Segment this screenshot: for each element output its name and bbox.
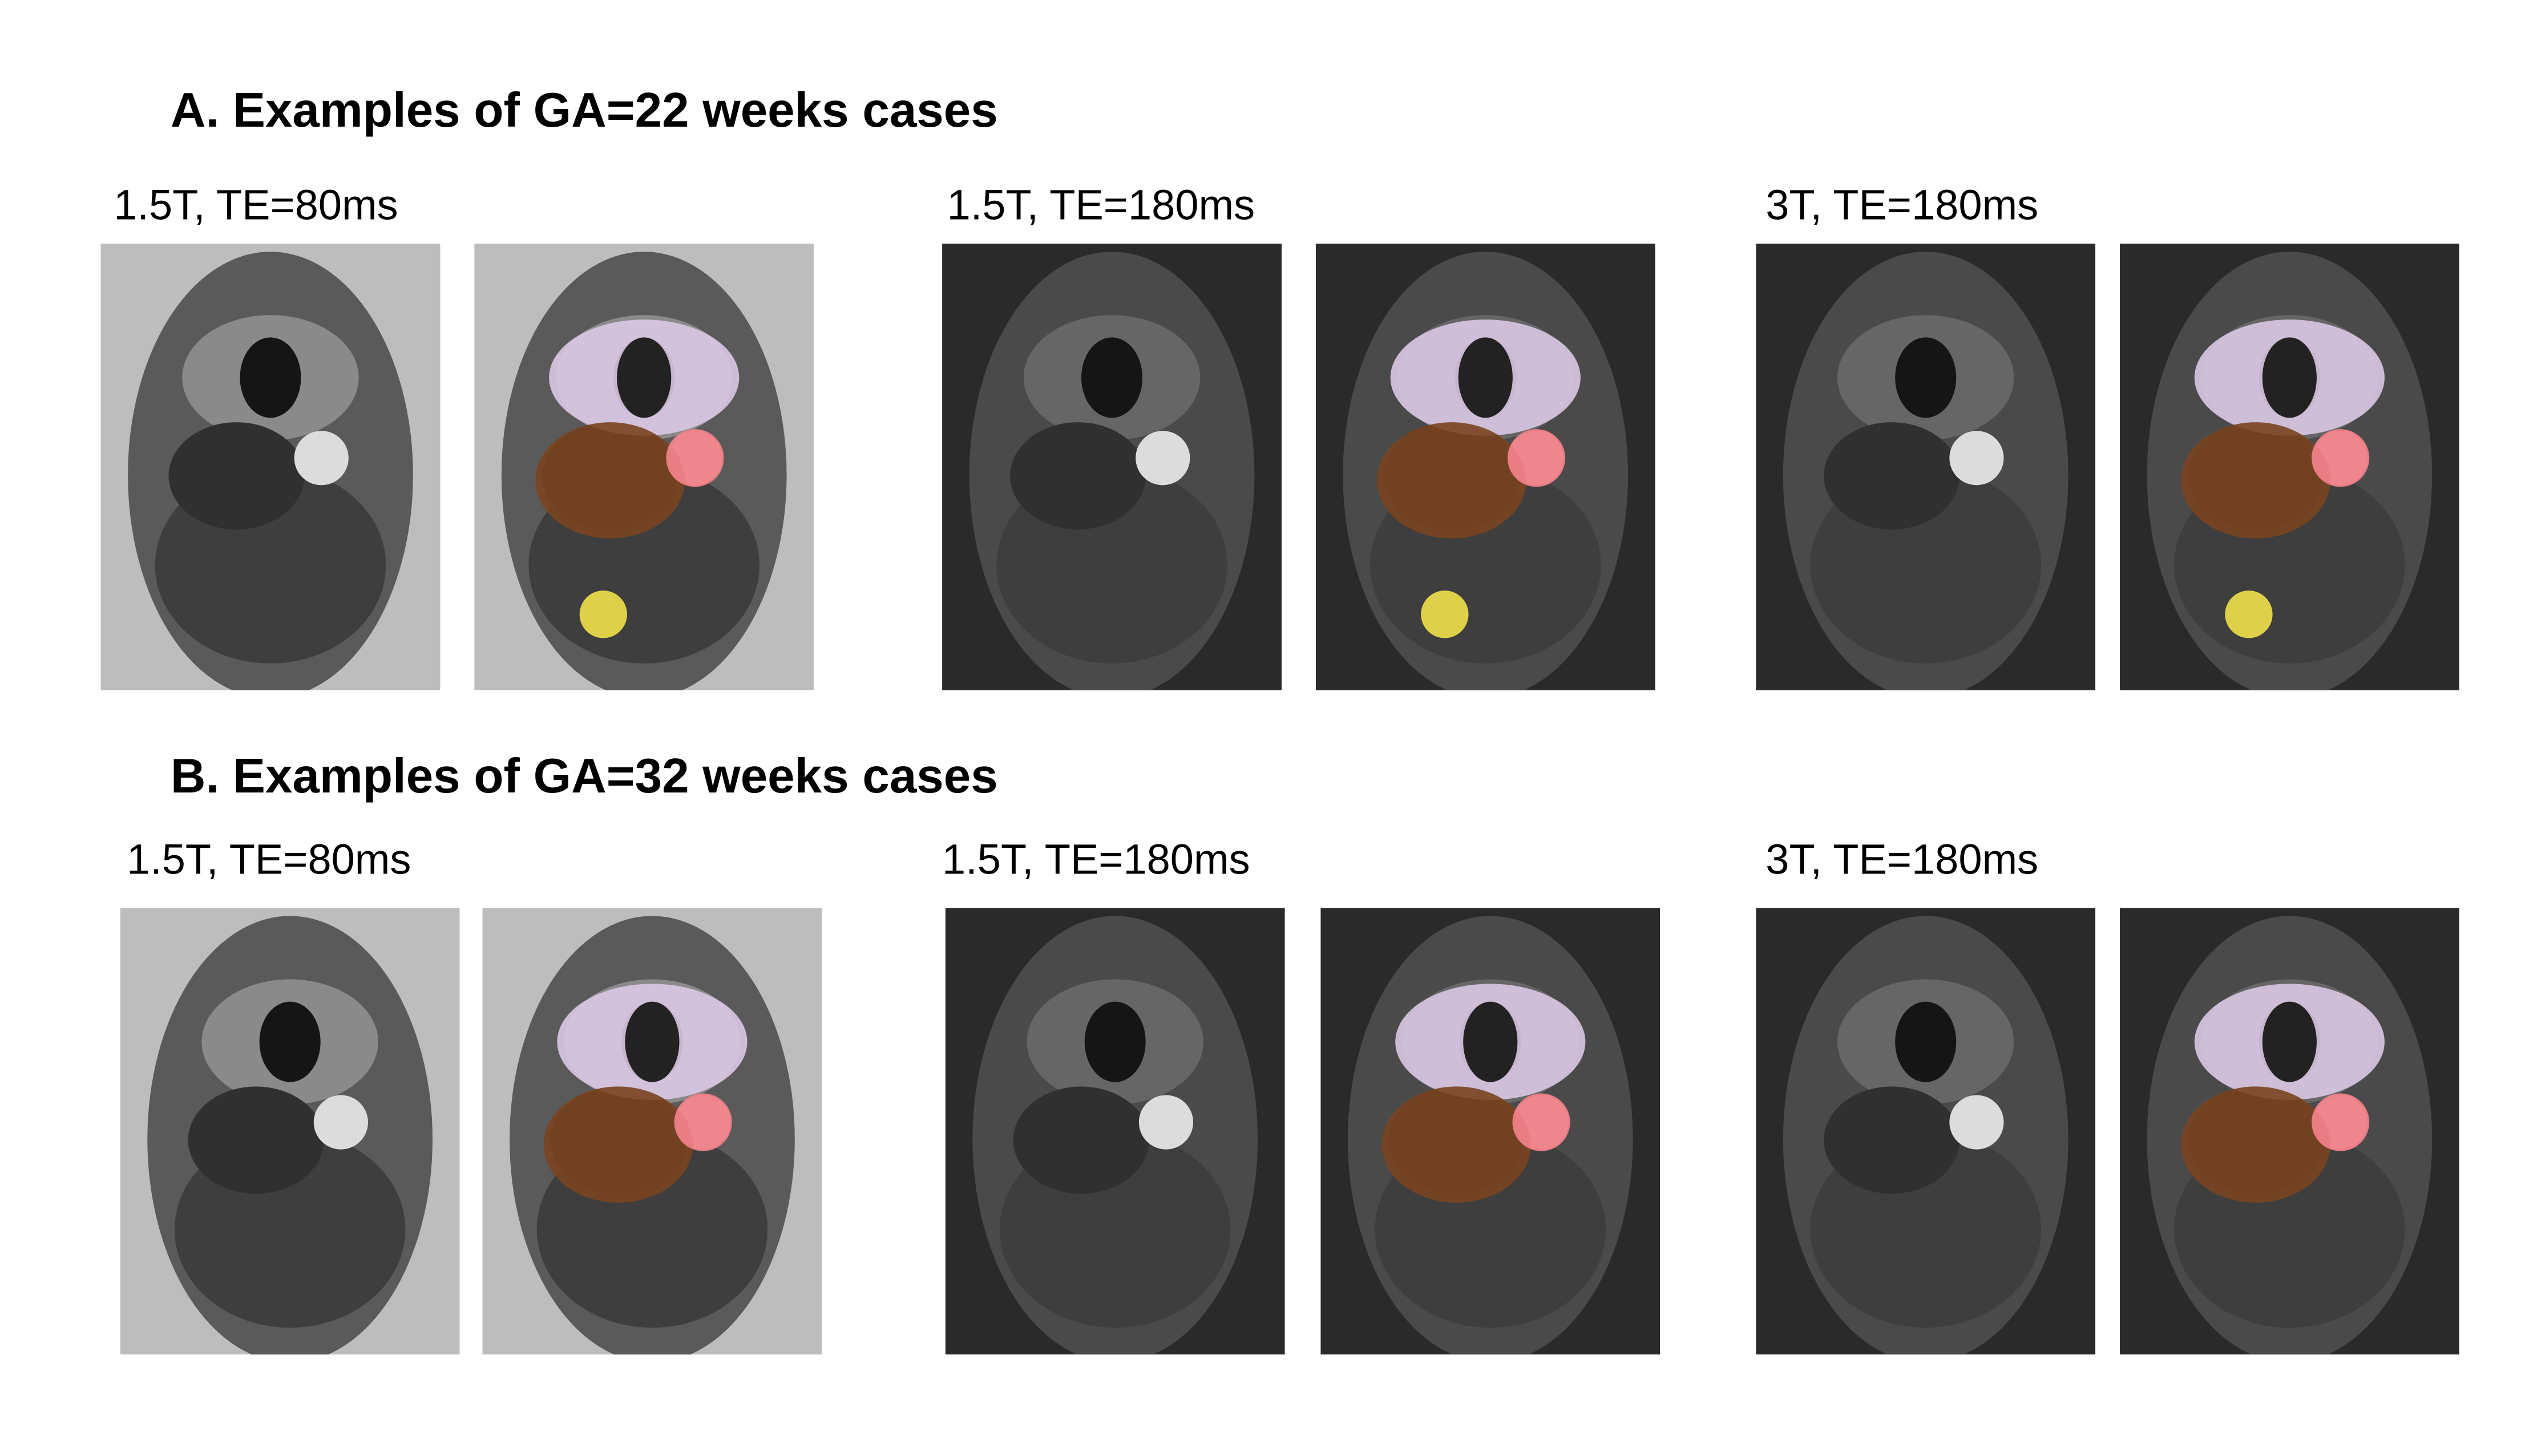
heart bbox=[2262, 337, 2317, 418]
mri-image bbox=[100, 243, 441, 690]
mri-image bbox=[942, 243, 1282, 690]
stomach bbox=[1138, 1095, 1194, 1150]
image-content bbox=[1756, 908, 2096, 1355]
heart bbox=[1081, 337, 1143, 418]
liver-overlay bbox=[543, 1086, 693, 1203]
liver-overlay bbox=[2180, 422, 2330, 539]
bladder-overlay bbox=[579, 591, 627, 638]
image-content bbox=[945, 908, 1285, 1355]
mri-image bbox=[2119, 908, 2459, 1355]
mri-image bbox=[1320, 908, 1661, 1355]
liver-overlay bbox=[1381, 1086, 1532, 1203]
mri-image bbox=[2119, 243, 2459, 690]
heart bbox=[625, 1001, 680, 1082]
bladder-overlay bbox=[1421, 591, 1469, 638]
section-title: A. Examples of GA=22 weeks cases bbox=[171, 83, 998, 137]
panel-label: 3T, TE=180ms bbox=[1765, 835, 2038, 883]
stomach-overlay bbox=[1507, 429, 1566, 487]
section-title: B. Examples of GA=32 weeks cases bbox=[171, 749, 998, 803]
heart bbox=[1895, 1001, 1957, 1082]
panel-label: 1.5T, TE=180ms bbox=[942, 835, 1250, 883]
stomach-overlay bbox=[674, 1093, 732, 1151]
heart bbox=[1458, 337, 1513, 418]
heart bbox=[1463, 1001, 1518, 1082]
stomach bbox=[313, 1095, 368, 1150]
liver bbox=[188, 1086, 324, 1194]
mri-image bbox=[1756, 243, 2096, 690]
heart bbox=[1084, 1001, 1146, 1082]
liver-overlay bbox=[2180, 1086, 2330, 1203]
image-content bbox=[100, 243, 441, 690]
stomach bbox=[1949, 1095, 2004, 1150]
heart bbox=[259, 1001, 321, 1082]
mri-image bbox=[1756, 908, 2096, 1355]
panel-label: 3T, TE=180ms bbox=[1765, 181, 2038, 228]
image-content bbox=[1320, 908, 1661, 1355]
liver bbox=[1824, 422, 1960, 529]
image-content bbox=[1315, 243, 1655, 690]
panel-label: 1.5T, TE=180ms bbox=[947, 181, 1255, 228]
stomach-overlay bbox=[1512, 1093, 1570, 1151]
stomach bbox=[294, 431, 349, 486]
image-content bbox=[120, 908, 460, 1355]
heart bbox=[617, 337, 672, 418]
heart bbox=[1895, 337, 1957, 418]
liver bbox=[1824, 1086, 1960, 1194]
liver bbox=[168, 422, 305, 529]
stomach-overlay bbox=[2312, 429, 2370, 487]
image-content bbox=[474, 243, 814, 690]
liver bbox=[1013, 1086, 1149, 1194]
mri-image bbox=[474, 243, 814, 690]
heart bbox=[240, 337, 301, 418]
image-content bbox=[2119, 243, 2459, 690]
mri-image bbox=[120, 908, 460, 1355]
mri-image bbox=[945, 908, 1285, 1355]
image-content bbox=[942, 243, 1282, 690]
panel-label: 1.5T, TE=80ms bbox=[127, 835, 411, 883]
stomach bbox=[1136, 431, 1190, 486]
mri-image bbox=[482, 908, 822, 1355]
liver bbox=[1010, 422, 1146, 529]
bladder-overlay bbox=[2225, 591, 2273, 638]
heart bbox=[2262, 1001, 2317, 1082]
mri-image bbox=[1315, 243, 1655, 690]
image-content bbox=[2119, 908, 2459, 1355]
stomach-overlay bbox=[2312, 1093, 2370, 1151]
image-content bbox=[1756, 243, 2096, 690]
panel-label: 1.5T, TE=80ms bbox=[114, 181, 398, 228]
stomach bbox=[1949, 431, 2004, 486]
liver-overlay bbox=[1376, 422, 1526, 539]
stomach-overlay bbox=[666, 429, 724, 487]
image-content bbox=[482, 908, 822, 1355]
liver-overlay bbox=[535, 422, 685, 539]
